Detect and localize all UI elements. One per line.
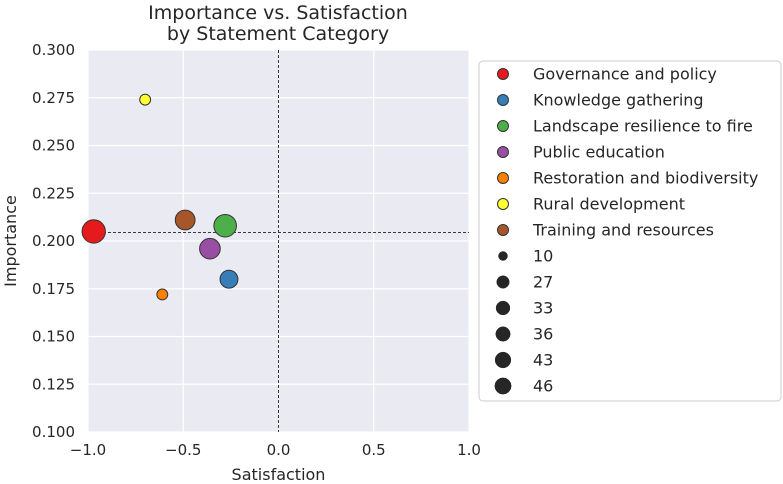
y-tick-label: 0.150 xyxy=(32,328,75,346)
y-axis-label: Importance xyxy=(1,195,20,287)
legend-label: Training and resources xyxy=(532,221,714,240)
x-tick-label: 1.0 xyxy=(457,441,481,459)
y-tick-label: 0.275 xyxy=(32,89,75,107)
legend-size-label: 43 xyxy=(533,351,553,370)
legend-size-marker xyxy=(494,351,512,369)
legend-size-marker xyxy=(496,275,510,289)
chart-title-line: by Statement Category xyxy=(167,23,389,45)
x-tick-label: −1.0 xyxy=(70,441,106,459)
data-point xyxy=(139,93,152,106)
legend-marker xyxy=(497,94,509,106)
chart-title-line: Importance vs. Satisfaction xyxy=(148,2,408,24)
legend-marker xyxy=(497,120,509,132)
legend-size-marker xyxy=(495,326,511,342)
data-point xyxy=(219,269,239,289)
y-tick-label: 0.250 xyxy=(32,137,75,155)
y-tick-label: 0.100 xyxy=(32,423,75,441)
y-tick-label: 0.300 xyxy=(32,41,75,59)
legend-size-label: 46 xyxy=(533,377,553,396)
legend-frame xyxy=(478,60,782,402)
legend-marker xyxy=(497,172,509,184)
legend-label: Public education xyxy=(533,143,665,162)
y-tick-label: 0.175 xyxy=(32,280,75,298)
data-point xyxy=(156,288,169,301)
data-point xyxy=(213,213,237,238)
x-tick-labels: −1.0 −0.5 0.0 0.5 1.0 xyxy=(70,441,481,459)
legend: Governance and policy Knowledge gathering… xyxy=(478,60,782,402)
legend-label: Restoration and biodiversity xyxy=(533,169,758,188)
y-tick-label: 0.225 xyxy=(32,184,75,202)
data-point xyxy=(199,237,221,260)
y-tick-label: 0.125 xyxy=(32,375,75,393)
data-points xyxy=(81,93,239,301)
y-tick-labels: 0.100 0.125 0.150 0.175 0.200 0.225 0.250 0.275… xyxy=(32,41,75,441)
legend-marker xyxy=(497,68,509,80)
y-tick-label: 0.200 xyxy=(32,232,75,250)
legend-size-label: 10 xyxy=(533,247,553,266)
data-point xyxy=(174,209,196,231)
chart-title: Importance vs. Satisfaction by Statement … xyxy=(148,2,408,45)
legend-label: Governance and policy xyxy=(533,65,717,84)
legend-marker xyxy=(497,224,509,236)
legend-size-marker xyxy=(494,377,512,395)
legend-size-label: 27 xyxy=(533,273,553,292)
reference-lines xyxy=(88,50,469,432)
legend-label: Rural development xyxy=(533,195,685,214)
x-tick-label: −0.5 xyxy=(165,441,201,459)
legend-label: Knowledge gathering xyxy=(533,91,704,110)
legend-size-label: 33 xyxy=(533,299,553,318)
legend-marker xyxy=(497,198,509,210)
legend-size-label: 36 xyxy=(533,325,553,344)
legend-marker xyxy=(497,146,509,158)
x-tick-label: 0.0 xyxy=(267,441,291,459)
x-tick-label: 0.5 xyxy=(362,441,386,459)
data-point xyxy=(81,219,106,244)
legend-size-marker xyxy=(495,300,511,316)
x-axis-label: Satisfaction xyxy=(232,465,326,484)
legend-label: Landscape resilience to fire xyxy=(533,117,753,136)
legend-size-marker xyxy=(498,251,508,261)
